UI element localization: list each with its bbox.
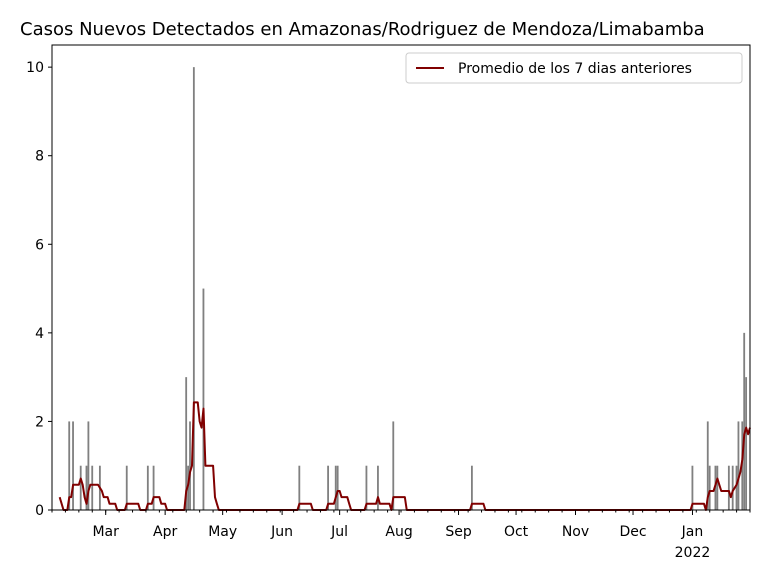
bar — [708, 465, 711, 510]
x-tick-label: Apr — [153, 524, 177, 540]
bar — [202, 288, 205, 510]
average-line — [58, 401, 751, 511]
x-tick-label: Jul — [330, 524, 348, 540]
y-tick-label: 6 — [35, 237, 44, 253]
bar — [79, 465, 82, 510]
y-tick-label: 10 — [26, 60, 44, 76]
bar — [737, 421, 740, 510]
line-series — [58, 401, 751, 511]
bar — [327, 465, 329, 510]
x-tick-sublabel: 2022 — [675, 545, 711, 561]
x-tick-label: Aug — [385, 524, 412, 540]
y-tick-label: 2 — [35, 414, 44, 430]
x-tick-label: Nov — [562, 524, 589, 540]
bar — [192, 67, 195, 510]
bar — [706, 421, 709, 510]
bar — [68, 421, 71, 510]
chart-title: Casos Nuevos Detectados en Amazonas/Rodr… — [20, 19, 705, 40]
bar — [470, 465, 473, 510]
axes: 0 2 4 6 8 10 Mar Apr May Jun Jul Aug Sep Oct Nov Dec Jan… — [26, 44, 751, 561]
bar — [336, 465, 339, 510]
x-tick-label: Sep — [445, 524, 472, 540]
x-tick-label: Dec — [619, 524, 646, 540]
bar — [735, 465, 738, 510]
bar — [731, 465, 734, 510]
y-tick-label: 8 — [35, 149, 44, 165]
bar — [727, 465, 730, 510]
bar — [745, 377, 748, 510]
bar — [716, 465, 719, 510]
bar — [87, 421, 90, 510]
bar — [146, 465, 149, 510]
bar — [152, 465, 155, 510]
bar — [185, 377, 188, 510]
y-tick-label: 4 — [35, 326, 44, 342]
bar — [298, 465, 301, 510]
bar — [691, 465, 694, 510]
legend-label: Promedio de los 7 dias anteriores — [458, 61, 692, 77]
x-tick-label: Jun — [270, 524, 293, 540]
legend: Promedio de los 7 dias anteriores — [405, 52, 743, 84]
bar — [334, 465, 337, 510]
bar — [392, 421, 395, 510]
bar — [365, 465, 368, 510]
legend-box — [405, 52, 743, 84]
bar — [72, 421, 74, 510]
x-tick-label: May — [208, 524, 237, 540]
y-tick-label: 0 — [35, 503, 44, 519]
bar — [125, 465, 128, 510]
x-tick-label: Oct — [504, 524, 529, 540]
bar — [91, 465, 94, 510]
x-tick-label: Mar — [92, 524, 119, 540]
x-tick-label: Jan — [681, 524, 704, 540]
bar — [743, 332, 746, 510]
bar — [377, 465, 379, 510]
bar — [189, 421, 191, 510]
bar — [85, 465, 88, 510]
